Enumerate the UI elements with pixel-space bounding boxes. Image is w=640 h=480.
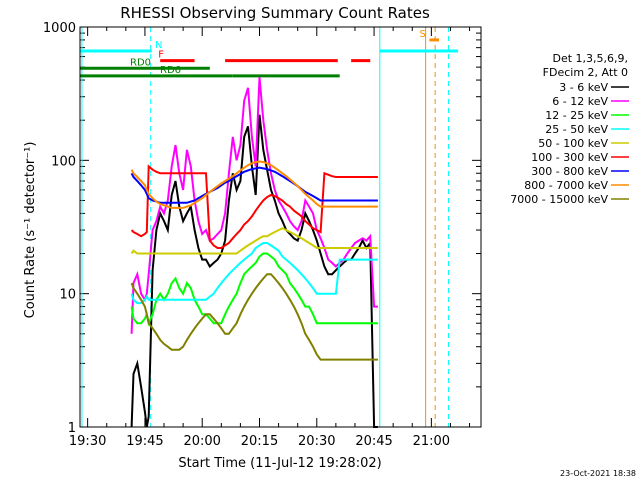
series-line-1 (130, 77, 378, 334)
flag-label: RD6 (160, 65, 181, 76)
x-tick-label: 20:30 (298, 434, 335, 449)
series-line-0 (130, 114, 378, 428)
x-tick-label: 20:00 (183, 434, 220, 449)
timestamp-label: 23-Oct-2021 18:38 (560, 469, 636, 478)
legend-entry-label: 100 - 300 keV (531, 151, 608, 164)
flag-label: S (419, 29, 425, 40)
x-tick-label: 20:45 (355, 434, 392, 449)
series-line-6 (130, 166, 378, 204)
x-axis-label: Start Time (11-Jul-12 19:28:02) (178, 456, 381, 471)
legend-entry-label: 6 - 12 keV (552, 95, 608, 108)
series-line-7 (130, 160, 378, 209)
legend-entry-label: 12 - 25 keV (545, 109, 608, 122)
series-line-2 (130, 252, 378, 327)
flag-label: F (158, 50, 164, 61)
legend-header: FDecim 2, Att 0 (543, 66, 628, 79)
legend-entry-label: 25 - 50 keV (545, 123, 608, 136)
chart-title: RHESSI Observing Summary Count Rates (120, 4, 430, 22)
x-tick-label: 20:15 (241, 434, 278, 449)
legend: Det 1,3,5,6,9,FDecim 2, Att 0 3 - 6 keV6 … (510, 52, 629, 206)
y-tick-label: 1000 (43, 21, 76, 36)
x-tick-label: 19:45 (126, 434, 163, 449)
y-tick-label: 100 (51, 154, 76, 169)
y-tick-label: 10 (59, 288, 76, 303)
legend-entry-label: 800 - 7000 keV (524, 179, 608, 192)
series-line-4 (130, 227, 378, 255)
legend-entry-label: 300 - 800 keV (531, 165, 608, 178)
plot-frame (79, 26, 482, 428)
flag-label: N (155, 40, 162, 51)
plot-area: 1 10 100 1000 19:30 19:45 20:00 20:15 20:30 20:45… (43, 21, 481, 449)
y-tick-label: 1 (68, 421, 76, 436)
x-tick-label: 19:30 (69, 434, 106, 449)
legend-entry-label: 7000 - 15000 keV (510, 193, 608, 206)
series-line-3 (130, 242, 378, 305)
legend-entry-label: 50 - 100 keV (538, 137, 608, 150)
legend-entry-label: 3 - 6 keV (559, 81, 608, 94)
x-tick-label: 21:00 (413, 434, 450, 449)
flag-label: RD0 (130, 57, 151, 68)
series-line-5 (130, 164, 378, 249)
series-line-8 (130, 273, 378, 361)
legend-header: Det 1,3,5,6,9, (552, 52, 628, 65)
y-axis-label: Count Rate (s⁻¹ detector⁻¹) (23, 142, 38, 319)
